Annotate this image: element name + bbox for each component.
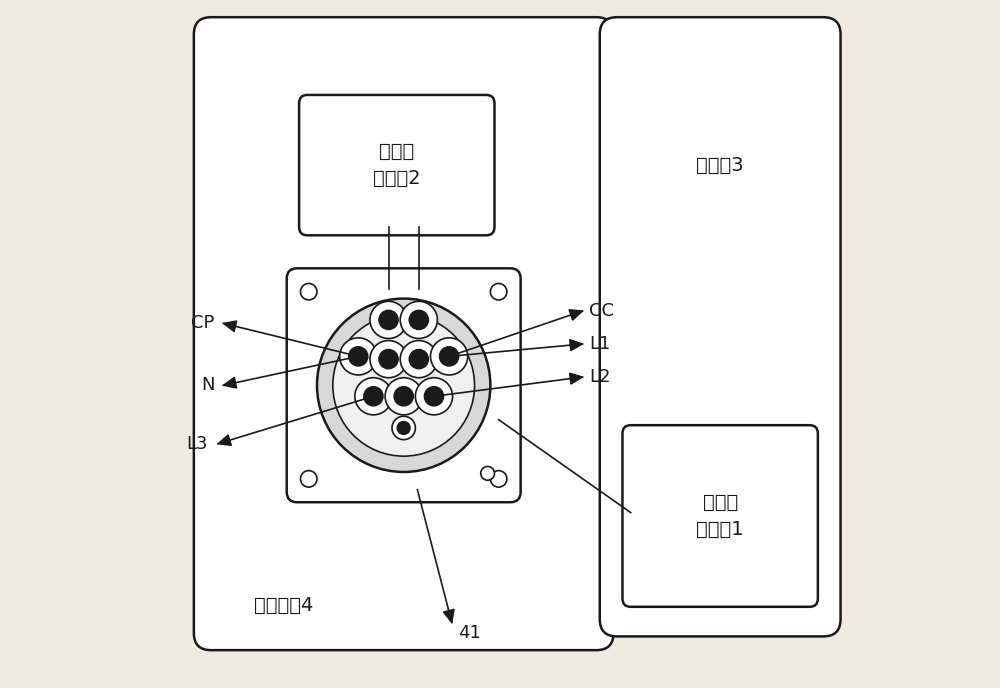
Text: N: N [201,376,214,394]
FancyBboxPatch shape [299,95,494,235]
Text: L3: L3 [186,435,208,453]
Polygon shape [570,340,583,351]
Text: 第一通
讯设备1: 第一通 讯设备1 [696,493,744,539]
Polygon shape [218,435,231,445]
Circle shape [300,283,317,300]
Text: L1: L1 [589,335,611,353]
Polygon shape [223,321,237,332]
Text: 充电桩3: 充电桩3 [696,155,744,175]
Circle shape [409,350,428,369]
Circle shape [400,301,437,338]
Text: L2: L2 [589,368,611,386]
Circle shape [385,378,422,415]
Circle shape [431,338,468,375]
FancyBboxPatch shape [287,268,521,502]
Circle shape [490,471,507,487]
Circle shape [392,416,415,440]
Circle shape [317,299,490,472]
Circle shape [370,341,407,378]
Polygon shape [223,377,237,388]
Circle shape [490,283,507,300]
Circle shape [409,310,428,330]
FancyBboxPatch shape [194,17,614,650]
Polygon shape [569,310,583,320]
Text: 41: 41 [458,624,480,642]
Polygon shape [570,373,583,384]
Circle shape [481,466,494,480]
Circle shape [300,471,317,487]
Circle shape [439,347,459,366]
Circle shape [379,310,398,330]
Circle shape [379,350,398,369]
Circle shape [394,387,413,406]
Circle shape [397,422,410,434]
Circle shape [349,347,368,366]
Text: CP: CP [191,314,214,332]
Circle shape [340,338,377,375]
FancyBboxPatch shape [622,425,818,607]
Text: 电动汽车4: 电动汽车4 [254,596,313,615]
Circle shape [424,387,444,406]
Text: 第二通
讯设备2: 第二通 讯设备2 [373,142,421,188]
Circle shape [333,314,475,456]
FancyBboxPatch shape [600,17,841,636]
Circle shape [415,378,453,415]
Circle shape [355,378,392,415]
Text: CC: CC [589,302,614,320]
Circle shape [370,301,407,338]
Circle shape [364,387,383,406]
Polygon shape [443,610,454,623]
Circle shape [400,341,437,378]
